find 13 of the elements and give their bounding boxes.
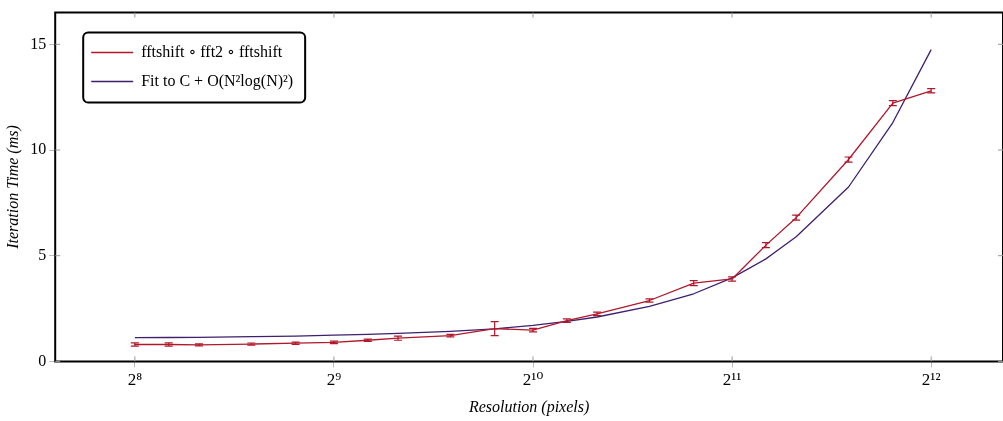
y-tick-label: 15 (30, 34, 47, 52)
x-tick-label: 2¹² (921, 370, 941, 390)
x-tick-label: 2¹¹ (722, 370, 742, 390)
y-tick-label: 10 (30, 140, 47, 158)
x-axis-title: Resolution (pixels) (467, 397, 590, 416)
legend-label: Fit to C + O(N²log(N)²) (141, 71, 294, 90)
y-axis-title: Iteration Time (ms) (3, 125, 22, 250)
y-tick-label: 5 (38, 245, 47, 263)
x-tick-label: 2⁸ (127, 370, 143, 390)
x-tick-label: 2¹⁰ (522, 370, 544, 390)
y-tick-label: 0 (38, 351, 47, 369)
x-tick-label: 2⁹ (326, 370, 342, 390)
legend-label: fftshift ∘ fft2 ∘ fftshift (141, 42, 283, 60)
